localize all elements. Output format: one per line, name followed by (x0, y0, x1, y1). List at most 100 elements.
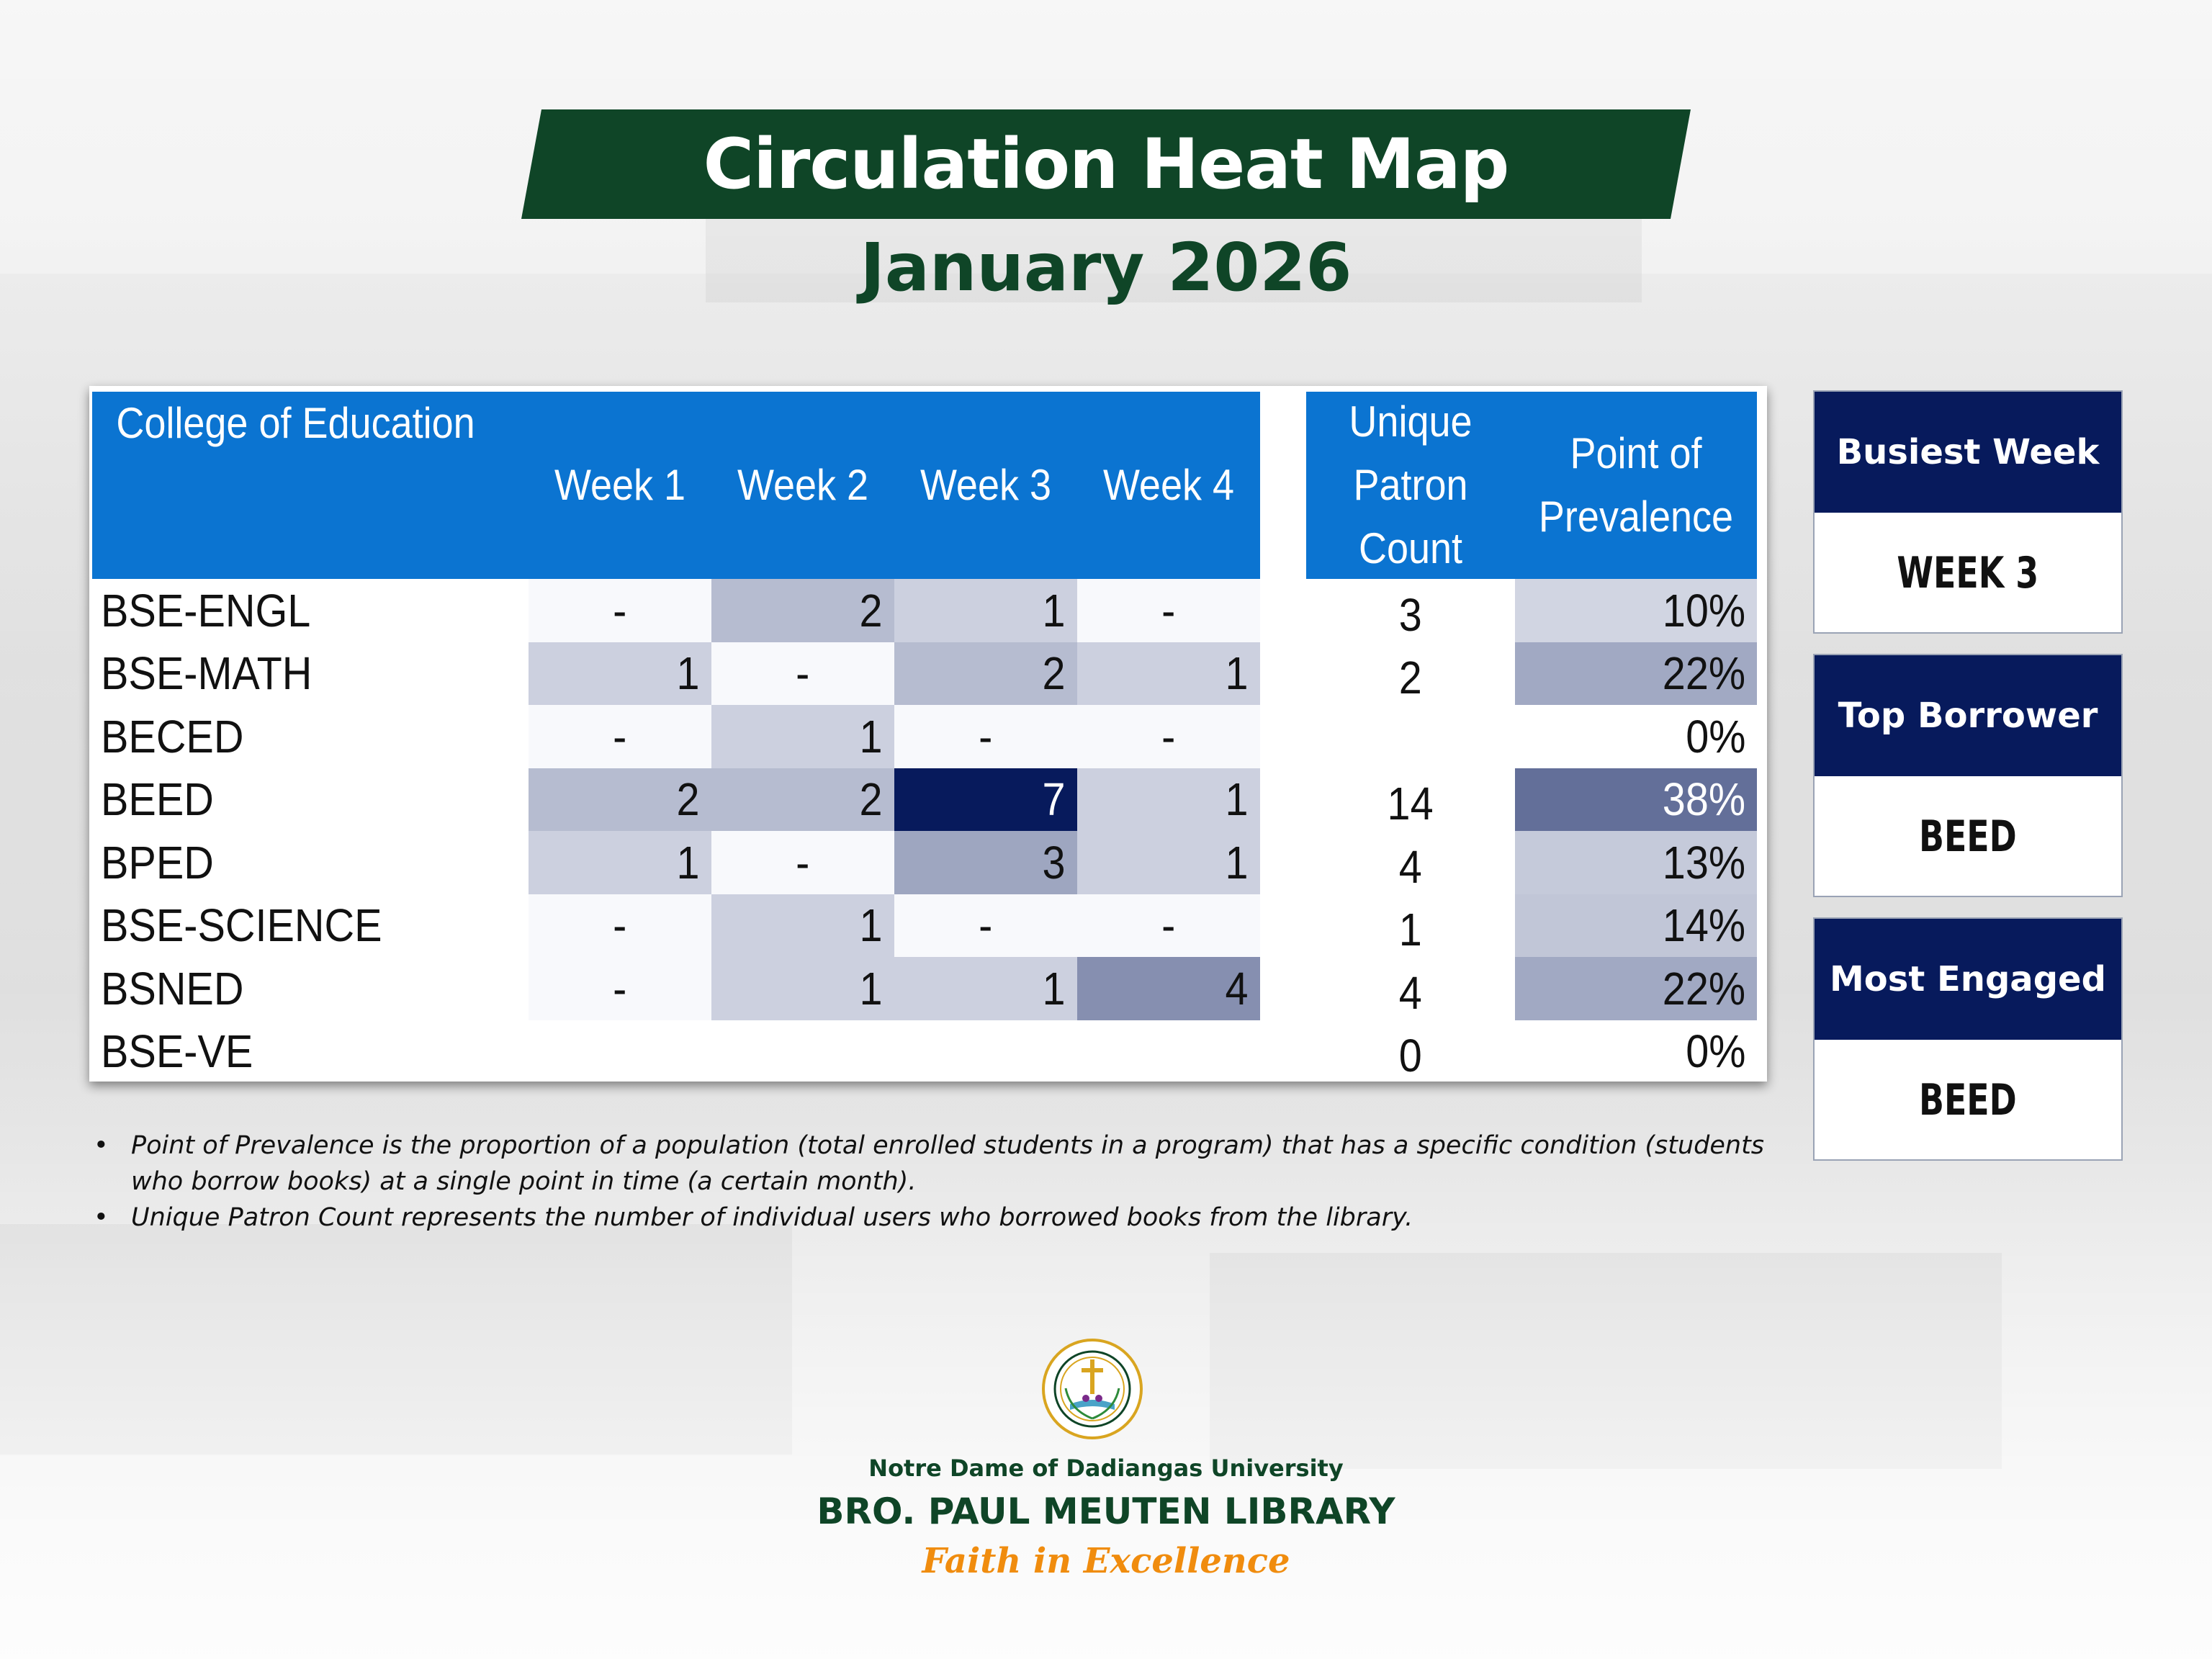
unique-patron-count-cell (1306, 709, 1515, 773)
page-title: Circulation Heat Map (703, 124, 1509, 204)
heatmap-cell-value: 2 (859, 773, 883, 826)
row-label-text: BSE-MATH (101, 647, 313, 700)
heatmap-cell-value: - (613, 584, 627, 637)
heatmap-cell (711, 1020, 894, 1084)
prevalence-cell: 13% (1515, 831, 1757, 894)
heatmap-cell-value: 3 (1042, 836, 1066, 889)
heatmap-cell-value: - (1161, 584, 1176, 637)
prevalence-value: 22% (1662, 647, 1745, 700)
row-label-text: BSE-ENGL (101, 584, 311, 637)
prevalence-cell: 38% (1515, 768, 1757, 831)
row-label: BECED (89, 705, 529, 768)
heatmap-cell: - (894, 705, 1077, 768)
stat-card-top-borrower: Top Borrower BEED (1813, 654, 2123, 897)
header-text: Week 2 (737, 461, 869, 509)
bullet: • (94, 1131, 109, 1160)
heatmap-cell-value: 1 (676, 647, 700, 700)
unique-patron-count-value: 14 (1387, 778, 1434, 830)
row-label: BSE-MATH (89, 642, 529, 706)
stat-card-busiest-week: Busiest Week WEEK 3 (1813, 390, 2123, 634)
footnote-text: Unique Patron Count represents the numbe… (131, 1203, 1413, 1232)
heatmap-cell-value: 1 (676, 836, 700, 889)
heatmap-cell-value: - (796, 836, 810, 889)
heatmap-cell-value: 1 (1225, 647, 1249, 700)
heatmap-cell: 1 (894, 579, 1077, 642)
heatmap-cell-value: 1 (859, 710, 883, 763)
header-week-1: Week 1 (538, 392, 703, 579)
heatmap-cell (1077, 1020, 1260, 1084)
header-unique-patron-count: Unique Patron Count (1317, 392, 1505, 579)
unique-patron-count-value: 4 (1398, 966, 1423, 1019)
heatmap-cell: 2 (894, 642, 1077, 705)
prevalence-value: 38% (1662, 773, 1745, 826)
footnote-item: • Point of Prevalence is the proportion … (94, 1128, 1771, 1200)
heatmap-cell-value: 2 (859, 584, 883, 637)
heatmap-cell: 1 (711, 705, 894, 768)
row-label: BPED (89, 831, 529, 894)
unique-patron-count-cell: 4 (1306, 835, 1515, 899)
heatmap-cell: 1 (894, 957, 1077, 1020)
unique-patron-count-cell: 2 (1306, 647, 1515, 710)
prevalence-cell: 0% (1515, 1020, 1757, 1084)
row-label: BEED (89, 768, 529, 832)
row-label-text: BECED (101, 710, 244, 763)
prevalence-cell: 14% (1515, 894, 1757, 957)
header-point-of-prevalence: Point of Prevalence (1527, 392, 1745, 579)
unique-patron-count-value: 1 (1398, 904, 1423, 956)
header-text: Point of (1570, 429, 1702, 477)
heatmap-cell: 1 (1077, 831, 1260, 894)
heatmap-cell: - (894, 894, 1077, 957)
header-text: College of Education (116, 399, 475, 447)
heatmap-cell-value: 2 (676, 773, 700, 826)
prevalence-value: 14% (1662, 899, 1745, 952)
stat-value-text: BEED (1919, 1075, 2017, 1125)
prevalence-value: 13% (1662, 836, 1745, 889)
title-banner: Circulation Heat Map (521, 109, 1691, 219)
heatmap-cell-value: - (979, 899, 993, 952)
heatmap-cell: - (1077, 705, 1260, 768)
heatmap-cell-value: 2 (1042, 647, 1066, 700)
heatmap-cell-value: 1 (1042, 584, 1066, 637)
table-header-bg (92, 392, 1260, 579)
footnotes: • Point of Prevalence is the proportion … (94, 1128, 1771, 1236)
heatmap-cell-value: 1 (859, 899, 883, 952)
university-name: Notre Dame of Dadiangas University (868, 1455, 1344, 1482)
header-text: Count (1358, 524, 1463, 572)
prevalence-cell: 0% (1515, 705, 1757, 768)
heatmap-cell: - (529, 579, 711, 642)
header-week-3: Week 3 (904, 392, 1069, 579)
heatmap-cell: - (529, 957, 711, 1020)
heatmap-cell: 1 (529, 642, 711, 705)
prevalence-cell: 10% (1515, 579, 1757, 642)
heatmap-cell-value: 4 (1225, 962, 1249, 1015)
heatmap-cell-value: - (613, 899, 627, 952)
heatmap-cell-value: 1 (859, 962, 883, 1015)
prevalence-value: 10% (1662, 584, 1745, 637)
heatmap-table: College of Education Week 1 Week 2 Week 3 We… (89, 386, 1767, 1082)
heatmap-cell: 1 (1077, 768, 1260, 831)
row-label: BSE-VE (89, 1020, 529, 1084)
heatmap-cell-value: - (1161, 899, 1176, 952)
heatmap-cell: - (529, 894, 711, 957)
unique-patron-count-cell: 4 (1306, 961, 1515, 1025)
row-label-text: BEED (101, 773, 214, 826)
unique-patron-count-value: 2 (1398, 652, 1423, 704)
heatmap-cell: - (1077, 579, 1260, 642)
unique-patron-count-cell: 14 (1306, 773, 1515, 836)
heatmap-cell (894, 1020, 1077, 1084)
heatmap-cell: 7 (894, 768, 1077, 831)
header-week-4: Week 4 (1087, 392, 1251, 579)
header-text: Week 3 (920, 461, 1052, 509)
unique-patron-count-value: 0 (1398, 1030, 1423, 1082)
header-text: Week 1 (554, 461, 686, 509)
heatmap-cell: 1 (711, 957, 894, 1020)
stat-label: Most Engaged (1815, 919, 2121, 1040)
header-row-label: College of Education (98, 392, 493, 579)
heatmap-cell (529, 1020, 711, 1084)
heatmap-cell-value: - (796, 647, 810, 700)
heatmap-cell: 4 (1077, 957, 1260, 1020)
bullet: • (94, 1203, 109, 1232)
row-label: BSNED (89, 957, 529, 1020)
heatmap-cell: 1 (711, 894, 894, 957)
row-label-text: BSNED (101, 962, 244, 1015)
